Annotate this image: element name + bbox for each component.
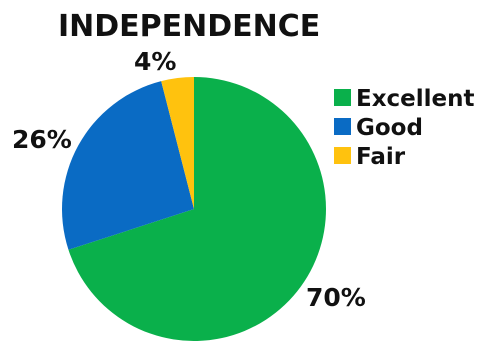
slice-label-excellent: 70% — [306, 283, 366, 312]
legend-swatch-fair — [334, 147, 351, 164]
legend-label-fair: Fair — [356, 144, 406, 170]
legend-swatch-excellent — [334, 89, 351, 106]
legend: Excellent Good Fair — [334, 86, 475, 170]
slice-label-fair: 4% — [134, 47, 176, 76]
pie-slice-good — [62, 81, 195, 250]
pie-slice-excellent — [68, 77, 326, 341]
legend-label-good: Good — [356, 115, 423, 141]
legend-label-excellent: Excellent — [356, 86, 475, 112]
chart-title: INDEPENDENCE — [58, 9, 320, 44]
pie-slices — [62, 77, 326, 341]
slice-label-good: 26% — [12, 125, 72, 154]
legend-swatch-good — [334, 118, 351, 135]
pie-slice-fair — [161, 77, 194, 209]
